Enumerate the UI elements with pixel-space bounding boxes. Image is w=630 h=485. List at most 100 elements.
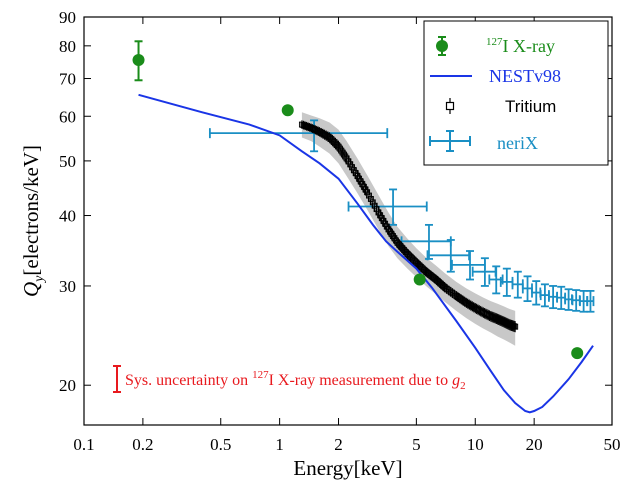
x-tick-label: 50: [604, 435, 621, 454]
tritium-marker: [369, 199, 376, 206]
tritium-point: [411, 256, 418, 267]
sys-uncertainty-text-before: Sys. uncertainty on: [125, 372, 252, 389]
legend-xray-marker: [436, 40, 448, 52]
nerix-point: [521, 275, 533, 302]
y-axis-label-sub: y: [32, 275, 47, 284]
xray-marker: [132, 54, 145, 67]
tritium-point: [512, 321, 519, 333]
sys-uncertainty-annotation: Sys. uncertainty on 127I X-ray measureme…: [113, 365, 466, 393]
nerix-point: [586, 289, 595, 313]
legend-nerix-label: neriX: [497, 133, 538, 153]
plot-layer: [132, 40, 595, 414]
y-tick-label: 40: [59, 207, 76, 226]
nerix-point: [564, 288, 573, 311]
x-tick-label: 5: [412, 435, 421, 454]
legend-tritium-label: Tritium: [505, 97, 556, 116]
tritium-marker: [396, 241, 403, 248]
nerix-point: [571, 289, 581, 312]
tritium-marker: [305, 123, 312, 130]
nerix-point: [471, 257, 497, 287]
y-tick-label: 60: [59, 107, 76, 126]
tritium-point: [415, 259, 421, 270]
tritium-point: [419, 263, 426, 274]
xray-point: [413, 273, 426, 286]
tritium-marker: [371, 202, 378, 209]
tritium-point: [413, 257, 420, 268]
legend-item-nerix: neriX: [429, 130, 538, 153]
tritium-point: [418, 262, 425, 273]
y-tick-label: 70: [59, 70, 76, 89]
xray-marker: [281, 104, 294, 117]
tritium-marker: [323, 132, 330, 139]
legend-item-nest: NESTv98: [430, 66, 561, 86]
plot-frame: [83, 16, 613, 426]
nerix-point: [531, 280, 542, 306]
tritium-point: [397, 240, 404, 252]
sys-uncertainty-text-after: I X-ray measurement due to: [269, 372, 452, 389]
x-tick-label: 0.1: [73, 435, 94, 454]
tritium-marker: [416, 262, 423, 269]
tritium-marker: [418, 264, 425, 271]
xray-marker: [413, 273, 426, 286]
tritium-point: [394, 237, 401, 249]
nerix-point: [511, 270, 524, 299]
y-axis-label-rest: [electrons/keV]: [19, 145, 43, 276]
xray-point: [281, 104, 294, 117]
xray-marker: [571, 347, 584, 360]
sys-uncertainty-symbol-sub: 2: [460, 380, 466, 392]
legend-item-xray: 127I X-ray: [436, 36, 555, 56]
x-tick-label: 1: [275, 435, 284, 454]
legend-xray-sup: 127: [486, 36, 503, 48]
legend-xray-text: I X-ray: [503, 36, 555, 56]
axis-ticks: 0.1 0.2 0.5 1 2 5 10 20 50 20 30 40 50 60 70 80 90: [59, 8, 621, 454]
tritium-point: [416, 260, 423, 271]
legend-tritium-marker: [445, 101, 455, 111]
tritium-point: [366, 189, 372, 202]
tritium-point: [367, 192, 374, 206]
tritium-point: [369, 196, 376, 209]
tritium-marker: [411, 258, 418, 265]
nerix-point: [208, 119, 389, 153]
tritium-point: [373, 202, 380, 216]
legend-nest-label: NESTv98: [489, 66, 561, 86]
tritium-marker: [367, 196, 374, 202]
tritium-marker: [415, 261, 421, 268]
tritium-marker: [394, 239, 401, 246]
nest-curve: [138, 93, 594, 414]
nerix-point: [579, 289, 589, 313]
y-tick-label: 50: [59, 152, 76, 171]
x-tick-label: 2: [334, 435, 343, 454]
legend: 127I X-ray NESTv98 Tritium neriX: [423, 20, 609, 166]
y-axis-label: Qy[electrons/keV]: [19, 145, 47, 297]
tritium-point: [401, 244, 408, 256]
nerix-point: [548, 285, 558, 310]
tritium-point: [396, 239, 403, 251]
tritium-marker: [401, 247, 408, 254]
tritium-marker: [373, 206, 380, 213]
y-tick-label: 30: [59, 277, 76, 296]
tritium-marker: [364, 189, 371, 196]
tritium-marker: [397, 243, 404, 250]
legend-xray-label: 127I X-ray: [486, 36, 555, 56]
tritium-marker: [399, 245, 406, 252]
y-tick-label: 90: [59, 8, 76, 27]
x-tick-label: 0.2: [132, 435, 153, 454]
tritium-marker: [366, 192, 372, 199]
nerix-point: [426, 239, 470, 273]
nerix-point: [556, 285, 567, 310]
y-axis-label-main: Q: [19, 282, 43, 297]
sys-uncertainty-symbol: g: [452, 372, 460, 389]
nerix-point: [539, 283, 550, 308]
tritium-marker: [402, 249, 409, 255]
nerix-point: [499, 267, 514, 297]
x-tick-label: 0.5: [210, 435, 231, 454]
tritium-point: [371, 199, 378, 212]
x-tick-label: 20: [526, 435, 543, 454]
svg-text:Qy[electrons/keV]: Qy[electrons/keV]: [19, 145, 47, 297]
legend-item-tritium: Tritium: [445, 97, 556, 116]
tritium-point: [399, 242, 406, 254]
xray-point: [571, 347, 584, 360]
x-tick-label: 10: [467, 435, 484, 454]
tritium-point: [402, 246, 409, 258]
